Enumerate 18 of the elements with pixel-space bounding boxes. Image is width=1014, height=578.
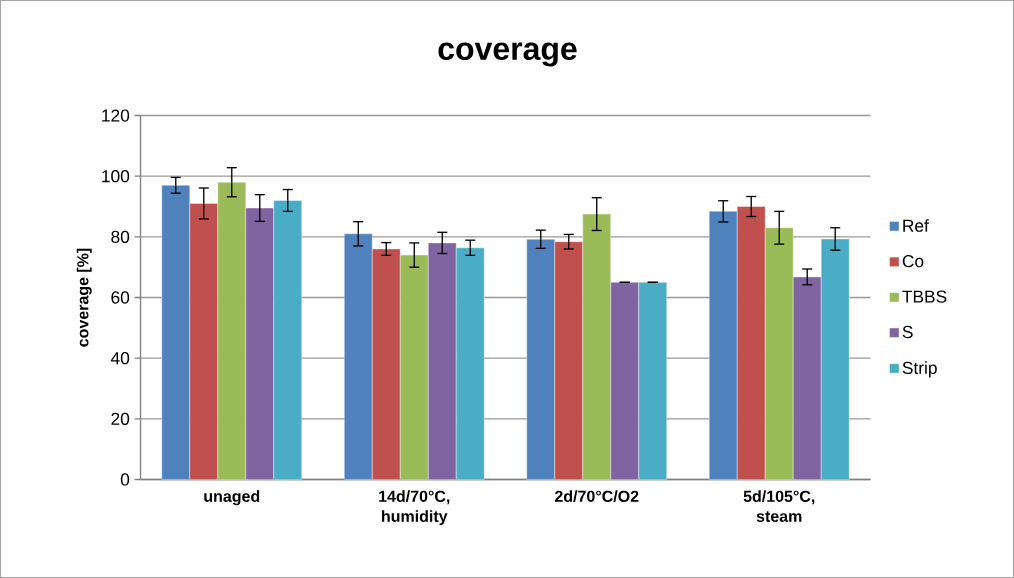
legend-label: TBBS xyxy=(902,290,947,303)
legend-label: S xyxy=(902,325,913,339)
y-tick-label: 60 xyxy=(111,291,130,304)
y-tick-label: 80 xyxy=(111,230,130,243)
y-tick-label: 0 xyxy=(120,473,130,486)
y-tick-label: 120 xyxy=(102,109,130,122)
y-tick-label: 40 xyxy=(110,352,130,365)
legend-label: Co xyxy=(902,255,924,268)
legend-label: Ref xyxy=(903,219,929,232)
x-tick-label: 5d/105°C, steam xyxy=(743,490,815,522)
y-axis-title: coverage [%] xyxy=(76,248,92,347)
chart-title: coverage xyxy=(438,42,577,67)
legend-label: Strip xyxy=(902,361,937,378)
x-tick-label: 2d/70°C/O2 xyxy=(554,490,639,503)
y-tick-label: 20 xyxy=(111,412,130,425)
x-tick-label: 14d/70°C, humidity xyxy=(379,490,450,526)
y-tick-label: 100 xyxy=(102,170,130,183)
x-tick-label: unaged xyxy=(204,490,260,506)
